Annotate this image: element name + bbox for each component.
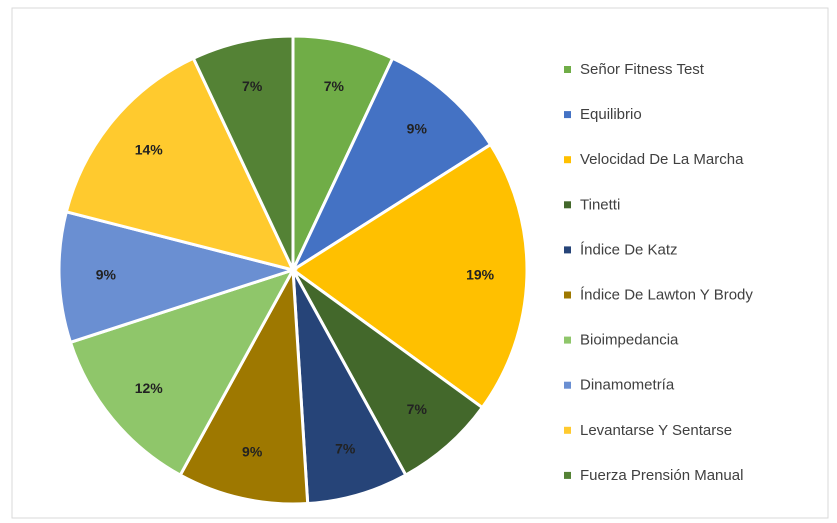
data-label: 7% (407, 401, 428, 417)
pie-slice (291, 269, 408, 506)
data-label: 19% (466, 267, 495, 283)
legend-label: Bioimpedancia (580, 332, 679, 349)
data-label: 9% (96, 267, 117, 283)
data-label: 12% (135, 380, 164, 396)
pie-slice (64, 56, 296, 273)
data-label: 7% (335, 440, 356, 456)
legend-label: Índice De Lawton Y Brody (580, 286, 753, 303)
legend-label: Índice De Katz (580, 241, 678, 258)
legend-swatch (564, 471, 571, 479)
pie-slice (291, 268, 485, 478)
legend-swatch (564, 246, 571, 254)
legend-swatch (564, 156, 571, 164)
legend-label: Fuerza Prensión Manual (580, 467, 743, 484)
pie-slice (68, 267, 297, 478)
legend-label: Levantarse Y Sentarse (580, 422, 732, 439)
legend-swatch (564, 111, 571, 119)
pie-slice (178, 264, 310, 506)
pie-slice (290, 142, 529, 410)
legend-label: Señor Fitness Test (580, 61, 705, 78)
data-label: 9% (242, 443, 263, 459)
data-label: 9% (407, 120, 428, 136)
pie-slice (191, 34, 295, 271)
legend-label: Equilibrio (580, 106, 642, 123)
legend-label: Dinamometría (580, 377, 675, 394)
legend-swatch (564, 336, 571, 344)
legend-swatch (564, 66, 571, 73)
pie-slice (57, 209, 299, 345)
legend-swatch (564, 201, 571, 209)
legend-swatch (564, 426, 571, 434)
data-label: 7% (324, 78, 345, 94)
legend-swatch (564, 291, 571, 299)
data-label: 7% (242, 78, 263, 94)
legend-label: Velocidad De La Marcha (580, 151, 744, 168)
pie-slice (289, 56, 493, 275)
data-label: 14% (135, 141, 164, 157)
legend-swatch (564, 381, 571, 389)
legend-label: Tinetti (580, 196, 620, 213)
pie-slice (291, 34, 395, 271)
